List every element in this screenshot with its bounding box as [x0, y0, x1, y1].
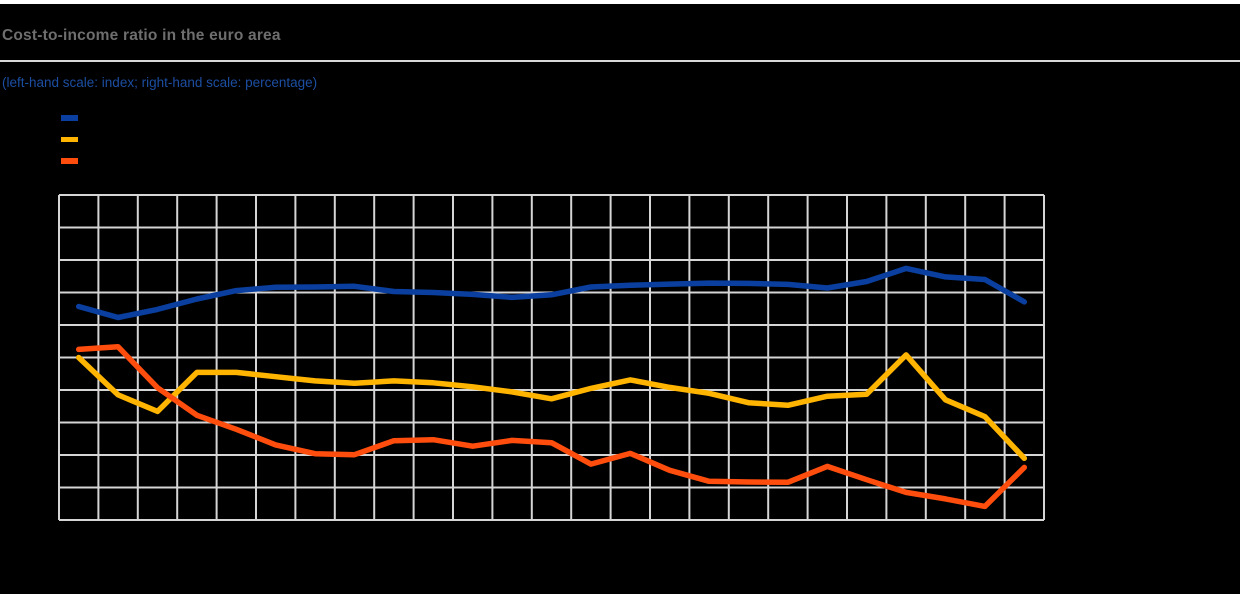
chart-title: Cost-to-income ratio in the euro area	[2, 27, 281, 44]
legend	[61, 115, 78, 180]
legend-swatch-amber	[61, 136, 78, 142]
blue-line	[75, 265, 1028, 321]
top-border	[0, 0, 1240, 4]
chart-subtitle: (left-hand scale: index; right-hand scal…	[2, 75, 318, 90]
legend-swatch-orange	[61, 158, 78, 164]
amber-line	[75, 352, 1028, 462]
title-divider	[0, 60, 1240, 62]
legend-swatch-blue	[61, 115, 78, 121]
orange-line	[75, 344, 1028, 510]
plot-area	[58, 194, 1045, 521]
